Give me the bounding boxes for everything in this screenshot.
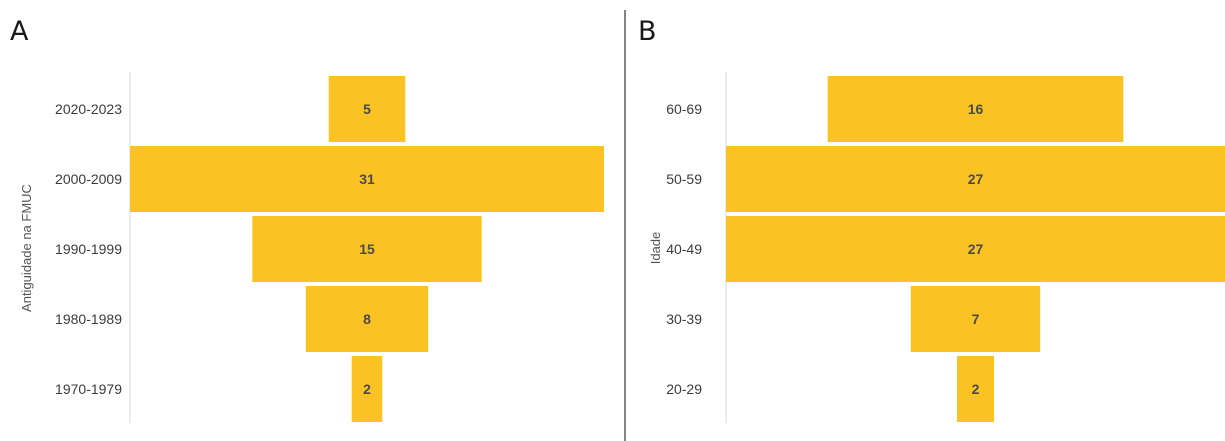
- panel-b-y-axis-title: Idade: [648, 232, 663, 265]
- panel-a-bar-value-label: 31: [359, 171, 375, 187]
- panel-b-category-label: 20-29: [666, 381, 702, 397]
- panel-b-bar-value-label: 7: [972, 311, 980, 327]
- panel-b-category-label: 30-39: [666, 311, 702, 327]
- panel-b-bar-value-label: 27: [968, 171, 984, 187]
- panel-b-category-label: 60-69: [666, 101, 702, 117]
- panel-a-bar: [130, 146, 604, 212]
- panel-a: A Antiguidade na FMUC 2020-2023 5 2000-200…: [10, 16, 604, 423]
- panel-a-bar: [252, 216, 482, 282]
- panel-b: B Idade 60-69 16 50-59 27 40-49 27 30-39 7 20-29…: [638, 16, 1225, 423]
- panel-a-bar: [305, 286, 429, 352]
- panel-b-bars: 60-69 16 50-59 27 40-49 27 30-39 7 20-29 2: [666, 76, 1225, 422]
- panel-a-category-label: 1980-1989: [55, 311, 122, 327]
- panel-a-letter: A: [10, 16, 29, 47]
- panel-a-y-axis-title: Antiguidade na FMUC: [19, 184, 34, 312]
- panel-a-bar-value-label: 8: [363, 311, 371, 327]
- panel-b-bar-value-label: 16: [968, 101, 984, 117]
- panel-b-letter: B: [638, 16, 657, 47]
- panel-a-bar: [328, 76, 406, 142]
- panel-a-bar: [351, 356, 383, 422]
- panel-a-bar-value-label: 15: [359, 241, 375, 257]
- panel-b-bar-value-label: 2: [972, 381, 980, 397]
- panel-a-category-label: 1990-1999: [55, 241, 122, 257]
- panel-a-bar-value-label: 5: [363, 101, 371, 117]
- panel-b-category-label: 50-59: [666, 171, 702, 187]
- panel-b-bar: [957, 356, 994, 422]
- panel-a-category-label: 2020-2023: [55, 101, 122, 117]
- panel-a-bar-value-label: 2: [363, 381, 371, 397]
- panel-a-category-label: 2000-2009: [55, 171, 122, 187]
- panel-a-bars: 2020-2023 5 2000-2009 31 1990-1999 15 1980-198…: [55, 76, 604, 422]
- panel-b-bar: [726, 146, 1225, 212]
- panel-b-bar: [827, 76, 1124, 142]
- panel-b-bar: [910, 286, 1041, 352]
- panel-b-bar: [726, 216, 1225, 282]
- panel-b-bar-value-label: 27: [968, 241, 984, 257]
- panel-b-category-label: 40-49: [666, 241, 702, 257]
- panel-a-category-label: 1970-1979: [55, 381, 122, 397]
